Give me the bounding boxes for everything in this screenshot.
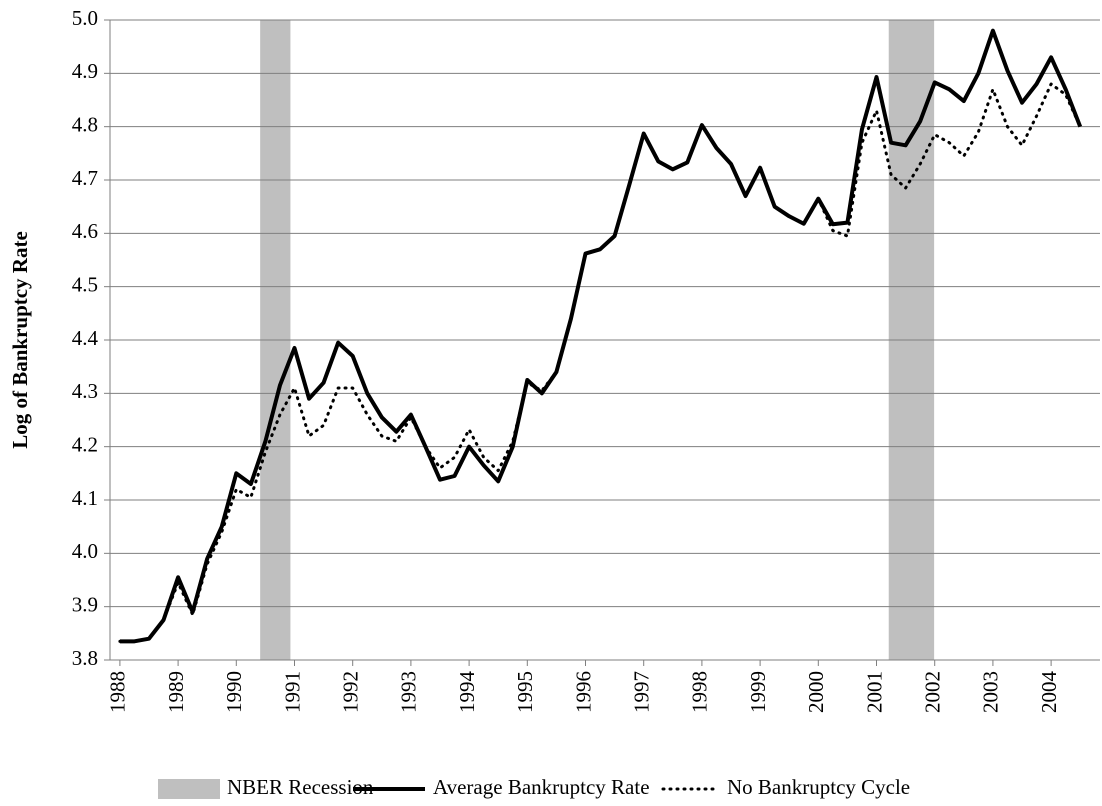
x-tick-label: 2004: [1037, 671, 1061, 714]
x-tick-label: 2002: [921, 671, 945, 713]
series-line: [118, 82, 1082, 643]
x-tick-label: 1994: [455, 671, 479, 714]
x-tick-label: 1999: [746, 671, 770, 713]
x-tick-label: 1993: [397, 671, 421, 713]
series-line: [119, 28, 1083, 644]
y-tick-label: 3.8: [72, 646, 98, 670]
x-tick-label: 1996: [571, 671, 595, 713]
y-tick-label: 4.7: [72, 166, 98, 190]
y-tick-label: 4.6: [72, 219, 98, 243]
y-tick-label: 4.4: [72, 326, 99, 350]
y-axis-label: Log of Bankruptcy Rate: [8, 231, 32, 449]
x-tick-label: 1990: [222, 671, 246, 713]
x-tick-label: 2001: [862, 671, 886, 713]
legend-label: Average Bankruptcy Rate: [433, 775, 650, 799]
y-tick-label: 4.2: [72, 432, 98, 456]
y-tick-label: 4.8: [72, 112, 98, 136]
legend-label: No Bankruptcy Cycle: [727, 775, 910, 799]
x-tick-label: 2000: [804, 671, 828, 713]
y-tick-label: 3.9: [72, 592, 98, 616]
y-tick-label: 4.3: [72, 379, 98, 403]
x-tick-label: 2003: [979, 671, 1003, 713]
x-tick-label: 1991: [280, 671, 304, 713]
y-tick-label: 4.9: [72, 59, 98, 83]
x-tick-label: 1997: [630, 671, 654, 713]
x-tick-label: 1989: [164, 671, 188, 713]
y-tick-label: 4.0: [72, 539, 98, 563]
x-tick-label: 1998: [688, 671, 712, 713]
y-tick-label: 4.1: [72, 486, 98, 510]
y-tick-label: 4.5: [72, 272, 98, 296]
x-tick-label: 1992: [339, 671, 363, 713]
x-tick-label: 1995: [513, 671, 537, 713]
y-tick-label: 5.0: [72, 6, 98, 30]
legend-label: NBER Recession: [227, 775, 374, 799]
legend-swatch: [158, 779, 220, 799]
x-tick-label: 1988: [106, 671, 130, 713]
